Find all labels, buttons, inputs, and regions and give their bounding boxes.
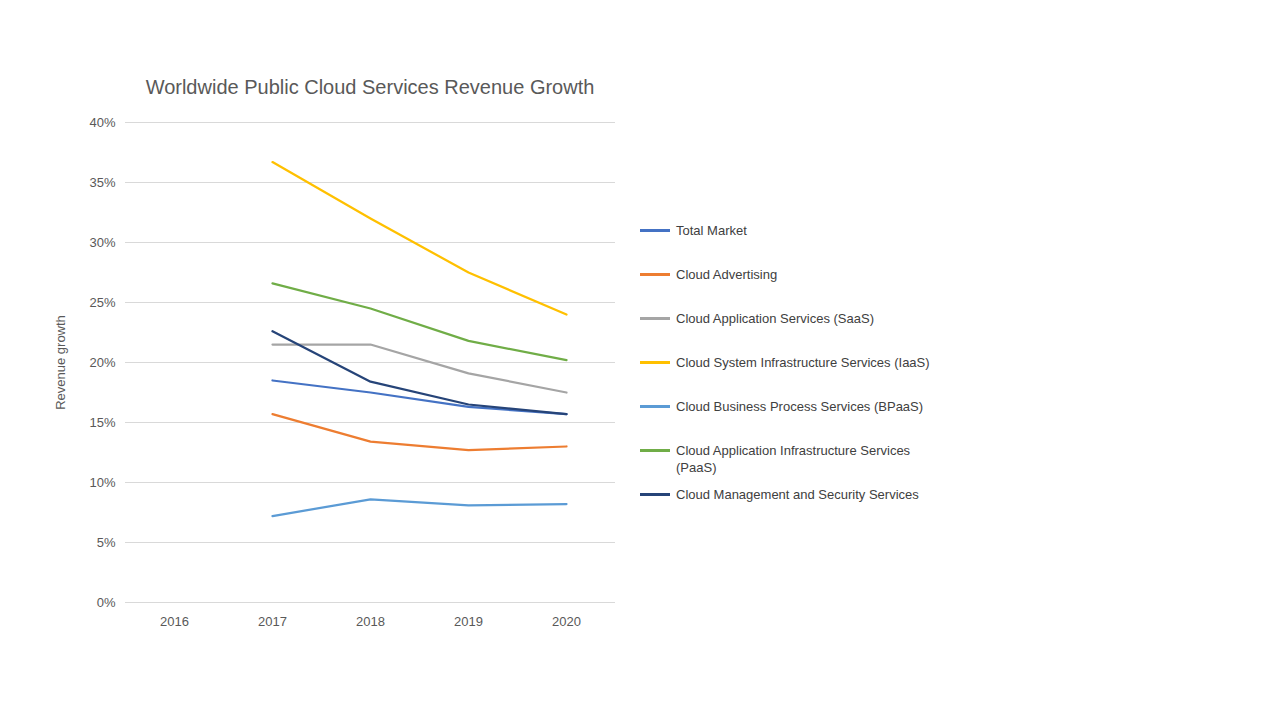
svg-text:40%: 40% — [89, 115, 115, 130]
html-text:Cloud Application Infrastructu: Cloud Application Infrastructure Service… — [676, 443, 911, 475]
html-text:Total Market: Total Market — [676, 223, 747, 238]
html-text:Cloud Management and Security: Cloud Management and Security Services — [676, 487, 919, 502]
html-text:Cloud Application Services (Sa: Cloud Application Services (SaaS) — [676, 311, 874, 326]
svg-text:20%: 20% — [89, 355, 115, 370]
svg-text:25%: 25% — [89, 295, 115, 310]
svg-text:0%: 0% — [97, 595, 116, 610]
svg-text:2019: 2019 — [454, 614, 483, 629]
svg-text:2017: 2017 — [258, 614, 287, 629]
svg-text:15%: 15% — [89, 415, 115, 430]
html-text:Worldwide Public Cloud Service: Worldwide Public Cloud Services Revenue … — [145, 76, 595, 98]
html-text:Cloud System Infrastructure Se: Cloud System Infrastructure Services (Ia… — [676, 355, 930, 370]
svg-text:5%: 5% — [97, 535, 116, 550]
svg-text:10%: 10% — [89, 475, 115, 490]
svg-text:30%: 30% — [89, 235, 115, 250]
svg-text:2020: 2020 — [552, 614, 581, 629]
svg-text:2016: 2016 — [160, 614, 189, 629]
html-text:Cloud Advertising: Cloud Advertising — [676, 267, 778, 282]
svg-text:2018: 2018 — [356, 614, 385, 629]
html-text:Cloud Business Process Service: Cloud Business Process Services (BPaaS) — [676, 399, 924, 414]
svg-text:35%: 35% — [89, 175, 115, 190]
svg-text:Revenue growth: Revenue growth — [53, 315, 68, 410]
